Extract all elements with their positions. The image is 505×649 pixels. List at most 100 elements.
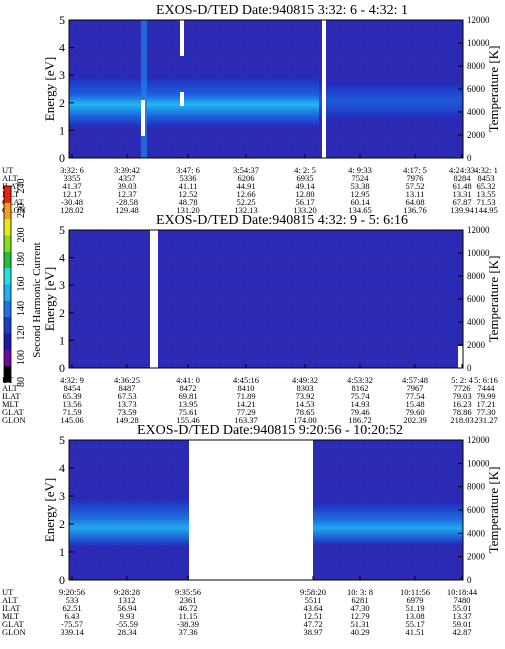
y-tick-label: 5 [59,13,65,27]
ephem-cell: 48.78 [178,197,197,207]
ephem-cell: 3:54:37 [233,165,259,175]
ephem-cell: 8410 [238,383,255,393]
panel-1-y2label: Temperature [K] [486,46,501,133]
ephem-cell: 13.37 [452,611,471,621]
ephem-cell: 39.03 [117,181,136,191]
y2-tick-label: 10000 [467,38,490,48]
ephem-cell: 56.17 [295,197,314,207]
ephem-cell: 128.02 [60,205,83,215]
colorbar-cell [4,333,11,350]
ephem-cell: 51.19 [405,603,424,613]
ephem-cell: 132.13 [234,205,257,215]
y2-tick-label: 0 [467,363,472,373]
ephem-cell: 78.65 [295,407,314,417]
ephem-cell: 67.53 [117,391,136,401]
ephem-cell: 6979 [407,595,424,605]
ephem-cell: 13.56 [62,399,81,409]
colorbar-tick-label: 80 [16,377,27,387]
ephem-cell: 71.59 [62,407,81,417]
ephem-row-label: ALT [2,173,19,183]
colorbar-tick-label: 240 [16,179,27,194]
ephem-cell: 41.37 [62,181,81,191]
panel-1-title: EXOS-D/TED Date:940815 3:32: 6 - 4:32: 1 [156,3,408,18]
y2-tick-label: 6000 [467,84,486,94]
colorbar-cell [4,202,11,220]
ephem-cell: 62.51 [62,603,81,613]
ephem-cell: 7444 [478,383,496,393]
ephem-cell: 55.01 [452,603,471,613]
ephem-cell: 4:32: 1 [474,165,498,175]
ephem-row-label: MLT [2,399,20,409]
ephem-cell: 14.93 [350,399,369,409]
y2-tick-label: 8000 [467,271,486,281]
ephem-cell: 4: 2: 5 [294,165,316,175]
ephem-row-label: MLT [2,611,20,621]
ephem-cell: 9:20:56 [59,587,85,597]
ephem-cell: -30.48 [61,197,83,207]
ephem-cell: -75.57 [61,619,83,629]
ephem-cell: 4:57:48 [402,375,428,385]
ephem-cell: 46.72 [178,603,197,613]
ephem-row-label: ILAT [2,181,21,191]
panel-1-datagap-d [322,20,326,158]
ephem-cell: 12.37 [117,189,136,199]
ephem-cell: 43.64 [303,603,323,613]
colorbar-tick-label: 160 [16,277,27,292]
y-tick-label: 0 [59,361,65,375]
ephem-row-label: ILAT [2,391,21,401]
ephem-cell: 186.72 [348,415,371,425]
panel-2-y2label: Temperature [K] [486,256,501,343]
ephem-cell: 28.34 [117,627,137,637]
y2-tick-label: 0 [467,575,472,585]
ephem-cell: 4:49:32 [292,375,318,385]
ephem-cell: 9:35:56 [175,587,201,597]
ephem-cell: 47.30 [350,603,369,613]
ephem-cell: 67.87 [452,197,471,207]
ephem-cell: 49.14 [295,181,315,191]
y2-tick-label: 12000 [467,225,490,235]
ephem-row-label: GLON [2,415,26,425]
panel-1-axes: 0 1 2 3 4 5 0 2000 4000 6000 8000 10000 12000 UTALTIL… [2,13,498,215]
ephem-cell: 4:45:16 [233,375,259,385]
ephem-cell: 15.48 [405,399,424,409]
ephem-cell: 79.46 [350,407,369,417]
ephem-cell: 134.65 [348,205,371,215]
ephem-cell: 13.08 [405,611,424,621]
ephem-cell: 5: 2: 4 [451,375,473,385]
ephem-cell: 12.80 [295,189,314,199]
ephem-cell: 52.25 [236,197,255,207]
ephem-cell: 6935 [297,173,314,183]
colorbar-ticks: 80 100 120 140 160 180 200 220 240 [16,179,27,388]
ephem-cell: 7480 [454,595,471,605]
ephem-row-label: ALT [2,595,19,605]
ephem-cell: 218.03 [450,415,473,425]
y2-tick-label: 8000 [467,482,486,492]
y2-tick-label: 6000 [467,294,486,304]
ephem-cell: 13.55 [476,189,495,199]
ephem-cell: 14.53 [295,399,314,409]
ephem-cell: 3355 [64,173,81,183]
colorbar-cell [4,235,11,252]
ephem-cell: 7967 [407,383,424,393]
y-tick-label: 0 [59,151,65,165]
panel-3-axes: 0 1 2 3 4 5 0 2000 4000 6000 8000 10000 12000 UTALTIL… [2,433,490,637]
ephem-cell: 12.17 [62,189,81,199]
ephem-cell: -55.59 [116,619,138,629]
ephem-cell: 40.29 [350,627,369,637]
y-tick-label: 2 [59,306,65,320]
ephem-cell: 73.59 [117,407,136,417]
ephem-cell: 77.30 [476,407,495,417]
ephem-cell: 13.95 [178,399,197,409]
ephem-cell: 73.92 [295,391,314,401]
y2-tick-label: 12000 [467,15,490,25]
ephem-cell: 202.39 [403,415,426,425]
ephem-cell: 13.31 [452,189,471,199]
ephem-cell: 8472 [180,383,197,393]
y-tick-label: 4 [59,461,65,475]
ephem-row-label: GLAT [2,407,25,417]
ephem-cell: 13.73 [117,399,136,409]
ephem-cell: 79.03 [452,391,471,401]
colorbar-cell [4,267,11,285]
ephem-cell: 79.60 [405,407,424,417]
ephem-cell: 71.89 [236,391,255,401]
